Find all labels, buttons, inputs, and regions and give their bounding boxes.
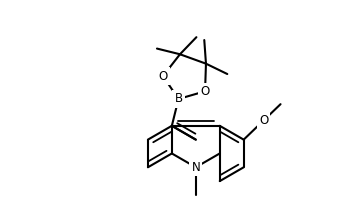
Text: O: O: [200, 85, 210, 98]
Text: B: B: [174, 93, 183, 105]
Text: O: O: [259, 114, 268, 127]
Text: N: N: [191, 161, 200, 174]
Text: O: O: [158, 69, 168, 83]
